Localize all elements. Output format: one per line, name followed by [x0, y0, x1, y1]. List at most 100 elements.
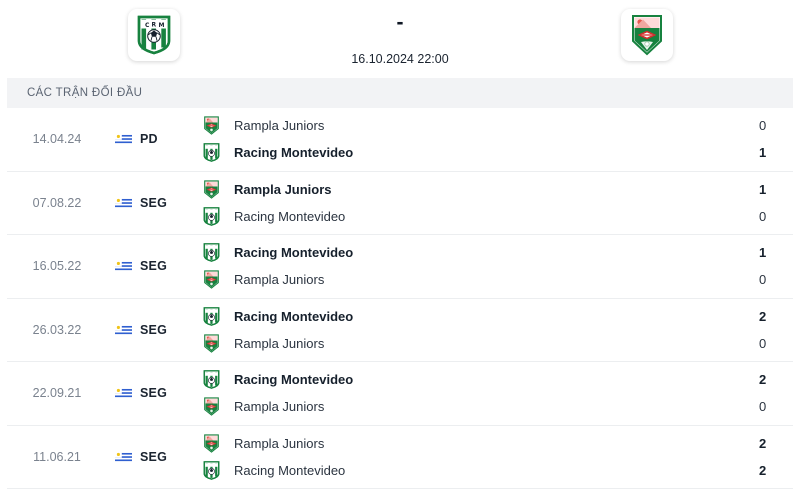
- match-date: 11.06.21: [33, 449, 81, 464]
- fixture-header: C R M - 16.10.2024 22:00: [0, 0, 800, 78]
- team-line-away: Rampla Juniors 0: [203, 334, 793, 353]
- match-date: 22.09.21: [32, 386, 82, 401]
- team-name[interactable]: Rampla Juniors: [234, 272, 325, 288]
- match-competition[interactable]: SEG: [107, 323, 199, 337]
- competition-code: SEG: [140, 259, 167, 274]
- team-score: 0: [759, 208, 767, 224]
- match-teams: Racing Montevideo 2 Rampla Juniors 0: [199, 307, 793, 353]
- racing-montevideo-logo-wrapper: [203, 207, 225, 226]
- match-teams: Rampla Juniors 2 Racing Montevideo 2: [199, 434, 793, 480]
- svg-text:M: M: [158, 22, 164, 29]
- rampla-juniors-crest-icon[interactable]: [620, 9, 673, 61]
- team-line-home: Rampla Juniors 2: [203, 434, 793, 453]
- competition-code: SEG: [140, 195, 167, 210]
- team-line-away: Rampla Juniors 0: [203, 270, 793, 290]
- uruguay-flag-icon: [115, 133, 132, 145]
- team-line-away: Rampla Juniors 0: [203, 397, 793, 417]
- match-teams: Rampla Juniors 0 Racing Montevideo 1: [199, 116, 793, 162]
- uruguay-flag-icon: [115, 260, 132, 272]
- team-score: 2: [759, 372, 767, 388]
- racing-montevideo-logo-icon: [203, 207, 220, 226]
- rampla-juniors-logo-icon: [204, 116, 219, 136]
- rampla-juniors-logo-icon: [204, 180, 219, 199]
- h2h-section-title: CÁC TRẬN ĐỐI ĐẦU: [27, 87, 143, 99]
- team-name[interactable]: Racing Montevideo: [234, 145, 354, 161]
- team-line-home: Racing Montevideo 2: [203, 370, 793, 389]
- team-score: 2: [759, 435, 767, 451]
- racing-montevideo-logo-wrapper: [203, 461, 225, 480]
- match-competition[interactable]: PD: [107, 132, 199, 146]
- match-competition[interactable]: SEG: [107, 450, 199, 464]
- rampla-juniors-logo-wrapper: [203, 270, 225, 290]
- team-name[interactable]: Rampla Juniors: [234, 181, 332, 197]
- uruguay-flag-icon: [115, 324, 132, 336]
- h2h-match-list: 14.04.24 PD Rampla Juniors 0 Racing Montevid…: [7, 108, 793, 489]
- match-date: 07.08.22: [32, 195, 82, 210]
- team-score: 2: [759, 462, 767, 478]
- team-line-home: Rampla Juniors 0: [203, 116, 793, 136]
- team-name[interactable]: Rampla Juniors: [234, 118, 325, 134]
- team-score: 0: [759, 118, 767, 134]
- rampla-juniors-logo-icon: [204, 334, 219, 353]
- rampla-juniors-logo-wrapper: [203, 334, 225, 353]
- team-score: 1: [759, 181, 767, 197]
- h2h-match-row[interactable]: 14.04.24 PD Rampla Juniors 0 Racing Montevid…: [7, 108, 793, 172]
- h2h-match-row[interactable]: 26.03.22 SEG Racing Montevideo 2 Rampla Juni…: [7, 298, 793, 362]
- racing-montevideo-logo-icon: [203, 143, 220, 162]
- competition-code: PD: [140, 132, 158, 147]
- team-name[interactable]: Racing Montevideo: [234, 308, 354, 324]
- rampla-juniors-logo-icon: [204, 397, 219, 417]
- competition-code: SEG: [140, 449, 167, 464]
- team-name[interactable]: Racing Montevideo: [234, 462, 346, 478]
- rampla-juniors-logo-wrapper: [203, 180, 225, 199]
- racing-montevideo-logo-wrapper: [203, 370, 225, 389]
- team-name[interactable]: Racing Montevideo: [234, 245, 354, 261]
- racing-montevideo-logo-icon: [203, 461, 220, 480]
- team-name[interactable]: Racing Montevideo: [234, 372, 354, 388]
- match-competition[interactable]: SEG: [107, 259, 199, 273]
- team-score: 1: [759, 245, 767, 261]
- fixture-center: - 16.10.2024 22:00: [300, 0, 500, 66]
- match-teams: Rampla Juniors 1 Racing Montevideo 0: [199, 180, 793, 226]
- team-score: 0: [759, 335, 767, 351]
- match-date: 14.04.24: [32, 132, 82, 147]
- h2h-match-row[interactable]: 22.09.21 SEG Racing Montevideo 2 Rampla Juni…: [7, 362, 793, 426]
- h2h-match-row[interactable]: 07.08.22 SEG Rampla Juniors 1 Racing Montevi…: [7, 171, 793, 235]
- competition-code: SEG: [140, 386, 167, 401]
- fixture-kickoff-datetime: 16.10.2024 22:00: [351, 52, 449, 66]
- team-score: 2: [759, 308, 767, 324]
- match-date: 26.03.22: [32, 322, 82, 337]
- team-score: 1: [759, 145, 767, 161]
- fixture-score: -: [396, 11, 404, 34]
- racing-montevideo-crest-icon[interactable]: C R M: [127, 9, 180, 61]
- team-name[interactable]: Racing Montevideo: [234, 208, 346, 224]
- match-teams: Racing Montevideo 2 Rampla Juniors 0: [199, 370, 793, 417]
- uruguay-flag-icon: [115, 197, 132, 209]
- team-name[interactable]: Rampla Juniors: [234, 399, 325, 415]
- match-competition[interactable]: SEG: [107, 196, 199, 210]
- h2h-match-row[interactable]: 11.06.21 SEG Rampla Juniors 2 Racing Montevi…: [7, 425, 793, 489]
- match-competition[interactable]: SEG: [107, 386, 199, 400]
- h2h-match-row[interactable]: 16.05.22 SEG Racing Montevideo 1 Rampla Juni…: [7, 235, 793, 299]
- rampla-juniors-logo-icon: [204, 270, 219, 290]
- away-crest-cell: [500, 0, 793, 61]
- rampla-juniors-logo-wrapper: [203, 116, 225, 136]
- team-name[interactable]: Rampla Juniors: [234, 435, 325, 451]
- team-name[interactable]: Rampla Juniors: [234, 335, 325, 351]
- racing-montevideo-logo-wrapper: [203, 243, 225, 262]
- racing-montevideo-logo-icon: [203, 370, 220, 389]
- racing-montevideo-logo-wrapper: [203, 307, 225, 326]
- racing-montevideo-logo-wrapper: [203, 143, 225, 162]
- team-line-home: Racing Montevideo 1: [203, 243, 793, 262]
- team-score: 0: [759, 399, 767, 415]
- racing-montevideo-logo-icon: [203, 307, 220, 326]
- team-line-away: Racing Montevideo 1: [203, 143, 793, 162]
- uruguay-flag-icon: [115, 387, 132, 399]
- svg-text:R: R: [151, 22, 156, 29]
- racing-montevideo-logo-icon: [203, 243, 220, 262]
- team-line-home: Rampla Juniors 1: [203, 180, 793, 199]
- rampla-juniors-logo-icon: [204, 434, 219, 453]
- rampla-juniors-logo-wrapper: [203, 434, 225, 453]
- team-line-away: Racing Montevideo 0: [203, 207, 793, 226]
